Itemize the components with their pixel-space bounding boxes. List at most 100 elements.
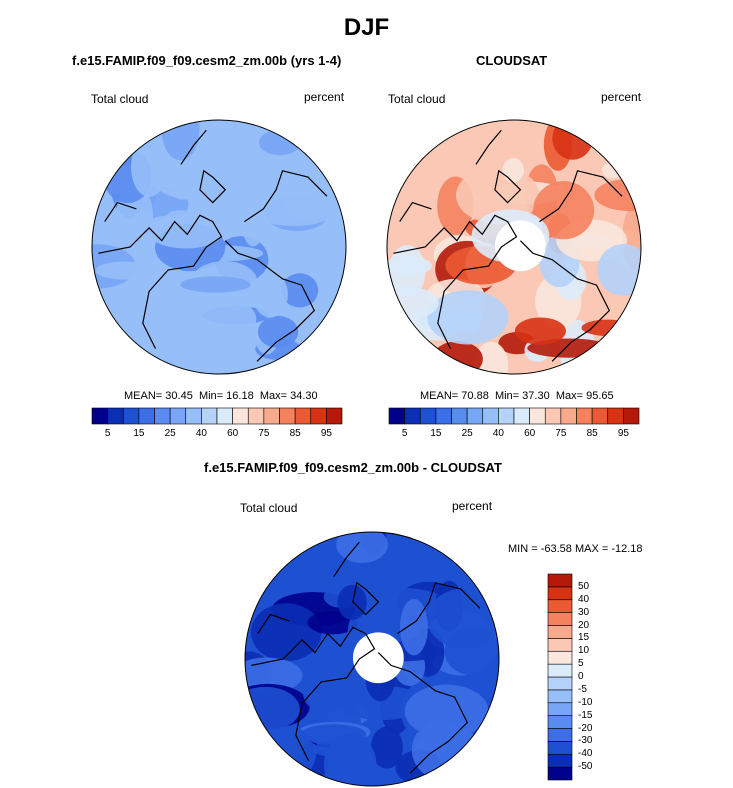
- panel-3-field-patch: [411, 720, 469, 779]
- panel-3-left-label: Total cloud: [240, 501, 298, 515]
- panel-1-min-value: 16.18: [226, 390, 254, 402]
- panel-3-colorbar-swatch: [547, 766, 573, 781]
- panel-1-field-patch: [92, 244, 136, 289]
- panel-2-field-patch: [465, 216, 511, 240]
- panel-3-colorbar-tick: -10: [578, 696, 593, 708]
- panel-2-coastline: [399, 201, 432, 222]
- panel-1-max-label: Max=: [259, 390, 288, 402]
- panel-2-field-patch: [454, 297, 483, 333]
- panel-2-field-patch: [597, 244, 641, 296]
- panel-3-field-patch: [414, 727, 485, 773]
- panel-1-colorbar-swatch: [154, 407, 171, 425]
- panel-3-field-patch: [423, 610, 499, 676]
- panel-3-coastline: [251, 626, 376, 761]
- panel-2-coastline: [494, 169, 522, 204]
- panel-3-colorbar-swatch: [547, 753, 573, 768]
- panel-1-colorbar-tick: 85: [289, 428, 301, 439]
- panel-3-colorbar-tick: 50: [578, 580, 590, 592]
- panel-3-field-patch: [249, 724, 308, 753]
- panel-1-colorbar-tick: 75: [258, 428, 270, 439]
- panel-3-map-edge: [244, 531, 500, 787]
- panel-2-colorbar-swatch: [560, 407, 577, 425]
- panel-1-coastline: [104, 201, 137, 222]
- panel-1-colorbar-swatch: [185, 407, 202, 425]
- panel-1-field-patch: [162, 120, 239, 152]
- panel-1-field-patch: [164, 210, 198, 228]
- panel-2-colorbar-tick: 85: [586, 428, 598, 439]
- panel-2-min-label: Min=: [494, 390, 520, 402]
- panel-2-colorbar-swatch: [388, 407, 405, 425]
- panel-2-units-label: percent: [601, 90, 642, 104]
- panel-3-field-patch: [301, 738, 329, 780]
- panel-1-colorbar-swatch: [310, 407, 327, 425]
- panel-2-field-patch: [445, 245, 517, 285]
- panel-3-colorbar: [547, 573, 573, 781]
- panel-3-colorbar-tick: 30: [578, 606, 590, 618]
- panel-1-colorbar-swatch: [232, 407, 249, 425]
- panel-3-colorbar-tick: 10: [578, 645, 590, 657]
- panel-3-field-patch: [313, 742, 387, 759]
- panel-1-field-patch: [134, 186, 189, 222]
- panel-2-field-patch: [494, 181, 564, 205]
- panel-1-field-patch: [300, 195, 345, 213]
- panel-2-colorbar-tick: 60: [524, 428, 536, 439]
- panel-3-colorbar-tick: -5: [578, 683, 587, 695]
- panel-1-field-patch: [138, 317, 220, 374]
- panel-3-field-patch: [358, 641, 445, 662]
- panel-2-field-patch: [581, 319, 634, 336]
- panel-1-colorbar: [91, 407, 343, 425]
- panel-3-stats: MIN = -63.58 MAX = -12.18: [508, 543, 643, 555]
- panel-1-field-patch: [253, 196, 335, 227]
- panel-2-max-label: Max=: [555, 390, 584, 402]
- panel-2-field-patch: [473, 341, 509, 374]
- panel-1-field-patch: [129, 210, 156, 244]
- panel-1-field-patch: [293, 238, 336, 284]
- panel-1-colorbar-swatch: [201, 407, 218, 425]
- panel-1-field-patch: [283, 180, 331, 222]
- panel-2-colorbar-swatch: [466, 407, 484, 425]
- panel-1-map-edge: [91, 119, 347, 375]
- panel-3-colorbar-swatch: [547, 625, 573, 639]
- panel-1-field-patch: [175, 296, 257, 343]
- panel-2-field-patch: [533, 181, 595, 240]
- panel-3-field-patch: [273, 715, 317, 779]
- panel-2-field-patch: [559, 319, 596, 374]
- panel-2-field-patch: [622, 204, 641, 272]
- panel-2-field-patch: [510, 358, 533, 374]
- panel-2-field-patch: [498, 332, 536, 355]
- panel-3-colorbar-swatch: [547, 663, 573, 678]
- panel-2-field-patch: [552, 120, 593, 160]
- panel-3-field-patch: [360, 532, 387, 556]
- panel-2-colorbar-swatch: [435, 407, 452, 425]
- panel-1-field-patch: [240, 182, 267, 247]
- panel-2-field-patch: [432, 341, 483, 374]
- panel-2-field-patch: [418, 308, 474, 332]
- panel-1-colorbar-swatch: [169, 407, 187, 425]
- panel-1-colorbar-tick: 40: [195, 428, 207, 439]
- panel-2-field-patch: [502, 157, 525, 183]
- panel-2-coastline: [539, 170, 623, 223]
- panel-1-colorbar-tick: 60: [227, 428, 239, 439]
- panel-1-field-patch: [147, 214, 225, 249]
- panel-2-colorbar-swatch: [591, 407, 609, 425]
- panel-2-field-patch: [523, 216, 544, 266]
- panel-3-field-patch: [250, 603, 322, 662]
- panel-3-coastline: [257, 613, 290, 634]
- panel-3-missing-data-hole: [352, 632, 404, 684]
- panel-3-field-patch: [365, 656, 396, 702]
- panel-1-coastline: [244, 170, 328, 223]
- panel-2-colorbar-swatch: [576, 407, 593, 425]
- panel-3-field-patch: [358, 587, 446, 618]
- panel-1-colorbar-swatch: [107, 407, 124, 425]
- panel-1-field-patch: [255, 338, 301, 360]
- panel-2-mean-label: MEAN=: [420, 390, 459, 402]
- panel-2-field-patch: [406, 306, 463, 341]
- panel-2-colorbar-swatch: [498, 407, 515, 425]
- panel-1-colorbar-swatch: [279, 407, 296, 425]
- panel-2-colorbar: [388, 407, 640, 425]
- panel-3-title: f.e15.FAMIP.f09_f09.cesm2_zm.00b - CLOUD…: [204, 460, 502, 475]
- panel-1-colorbar-swatch: [138, 407, 155, 425]
- panel-2-colorbar-swatch: [513, 407, 530, 425]
